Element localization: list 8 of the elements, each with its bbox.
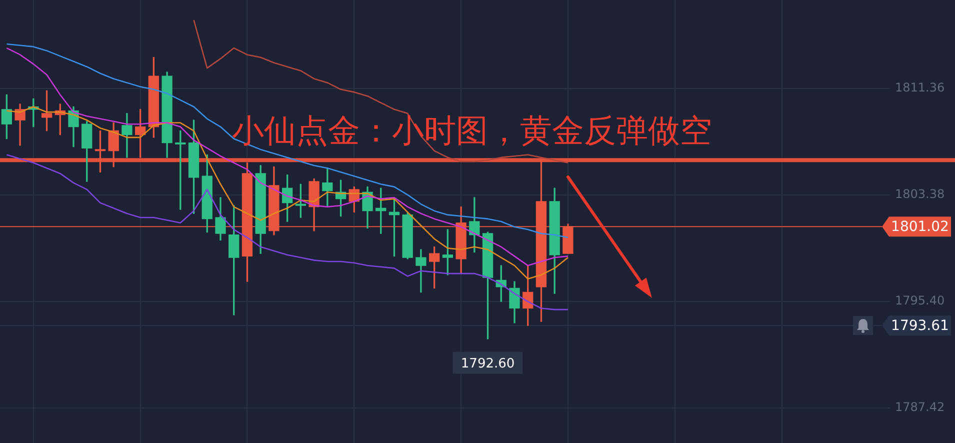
ref-line-label: 1801.02	[891, 219, 949, 236]
y-tick-label: 1811.36	[895, 80, 945, 95]
candlestick	[416, 249, 426, 293]
y-tick-label: 1787.42	[895, 400, 945, 414]
ref-line-label: 1793.61	[891, 318, 949, 334]
y-tick-label: 1803.38	[895, 187, 945, 202]
y-tick-label: 1795.40	[895, 294, 945, 308]
annotation: 1792.60	[460, 356, 515, 372]
